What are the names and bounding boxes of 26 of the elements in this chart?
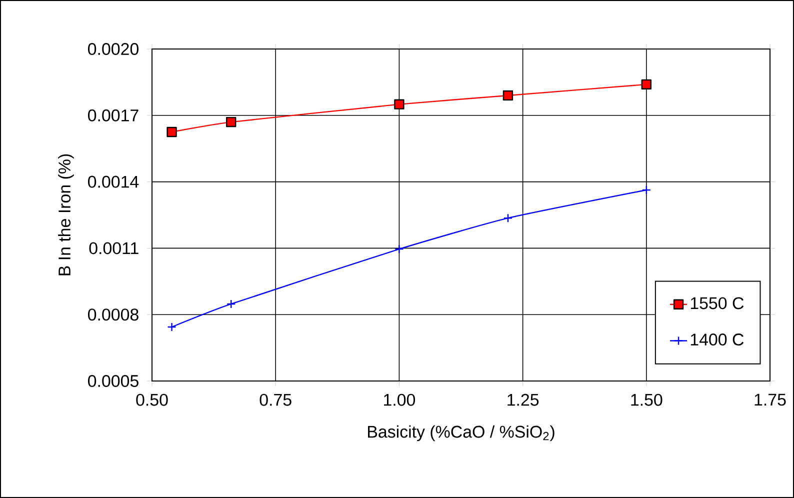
point (642, 185, 651, 195)
y-tick-label: 0.0011 (89, 242, 138, 254)
y-tick-label: 0.0017 (88, 109, 138, 122)
legend-label: 1400 C (690, 334, 744, 346)
point (226, 116, 236, 128)
x-tick-label: 0.75 (260, 394, 292, 406)
point (641, 79, 652, 90)
point (167, 322, 176, 332)
y-tick-label: 0.0014 (88, 176, 139, 188)
point (394, 99, 404, 110)
y-tick-label: 0.0005 (88, 375, 138, 388)
x-axis-title: Basicity (%CaO / %SiO$_{2}$) (368, 425, 554, 442)
y-tick-label: 0.0008 (88, 308, 138, 321)
point (166, 126, 177, 138)
point (503, 214, 513, 223)
x-tick-label: 0.50 (136, 394, 168, 406)
x-tick-label: 1.25 (508, 394, 539, 406)
x-tick-label: 1.50 (631, 394, 662, 406)
point (502, 90, 514, 101)
x-tick-label: 1.00 (384, 394, 416, 406)
legend-label: 1550 C (690, 297, 744, 310)
x-tick-label: 1.75 (754, 394, 786, 406)
point (394, 244, 404, 254)
y-tick-label: 0.0020 (88, 43, 138, 55)
y-axis-title: B In the Iron (%) (58, 154, 74, 276)
point (226, 299, 236, 309)
